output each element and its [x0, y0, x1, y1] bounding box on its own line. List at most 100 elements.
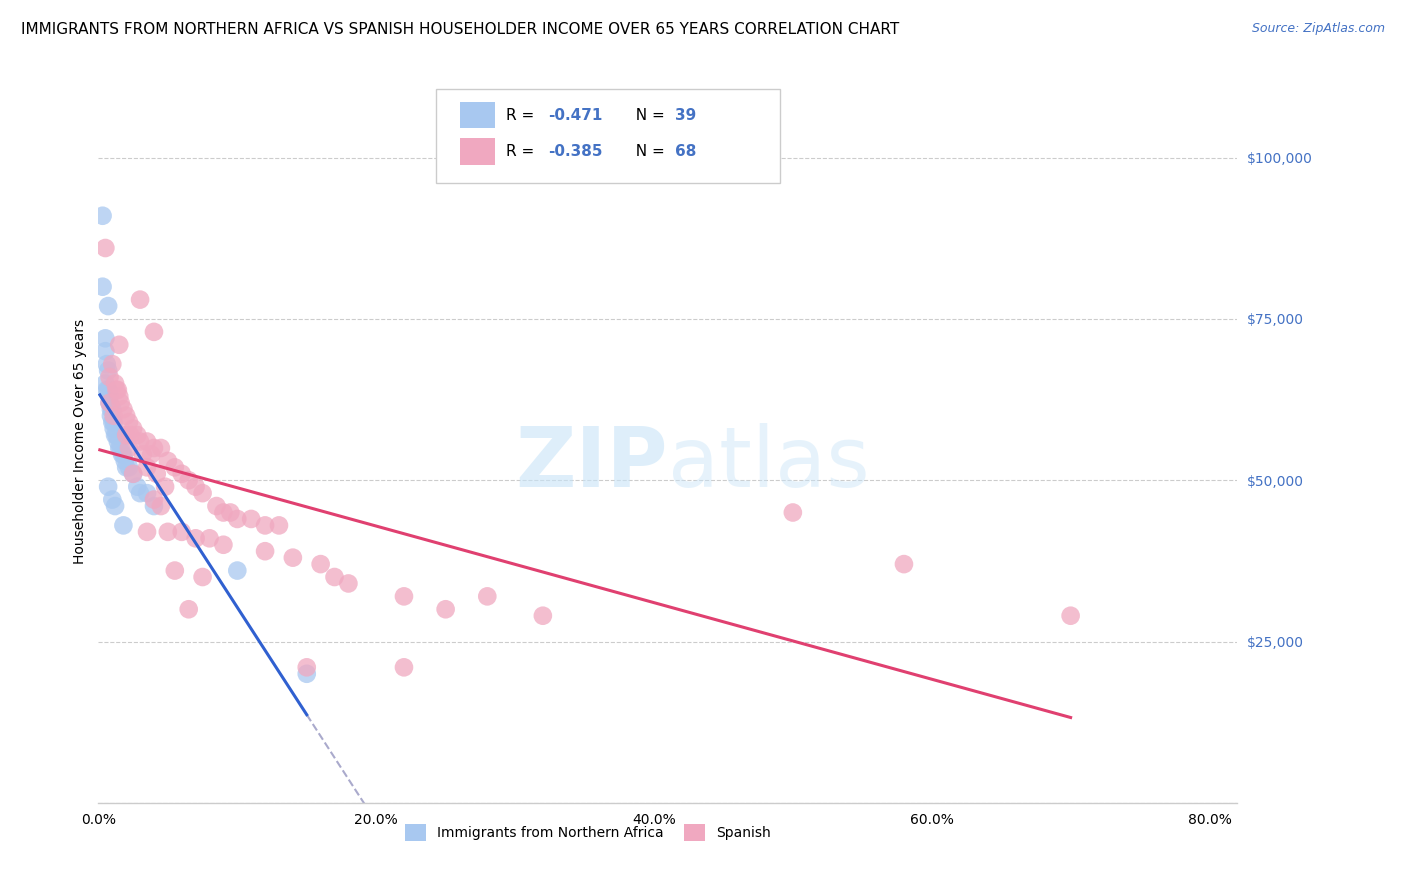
Point — [101, 492, 124, 507]
Point — [143, 441, 166, 455]
Point — [91, 279, 114, 293]
Point — [118, 460, 141, 475]
Text: -0.471: -0.471 — [548, 108, 603, 122]
Point — [108, 389, 131, 403]
Point — [309, 557, 332, 571]
Point — [108, 338, 131, 352]
Point — [136, 460, 159, 475]
Point — [103, 422, 125, 436]
Y-axis label: Householder Income Over 65 years: Householder Income Over 65 years — [73, 319, 87, 564]
Point — [129, 293, 152, 307]
Point — [191, 570, 214, 584]
Point — [392, 660, 415, 674]
Point — [170, 524, 193, 539]
Point — [96, 357, 118, 371]
Point — [226, 564, 249, 578]
Point — [115, 460, 138, 475]
Point — [1059, 608, 1081, 623]
Point — [177, 602, 200, 616]
Legend: Immigrants from Northern Africa, Spanish: Immigrants from Northern Africa, Spanish — [399, 818, 776, 847]
Point — [132, 447, 155, 461]
Point — [143, 492, 166, 507]
Point — [219, 506, 242, 520]
Point — [170, 467, 193, 481]
Point — [97, 299, 120, 313]
Point — [91, 209, 114, 223]
Point — [149, 499, 172, 513]
Point — [129, 486, 152, 500]
Text: R =: R = — [506, 108, 540, 122]
Point — [98, 370, 121, 384]
Point — [111, 447, 134, 461]
Point — [97, 363, 120, 377]
Point — [107, 383, 129, 397]
Point — [893, 557, 915, 571]
Point — [531, 608, 554, 623]
Point — [163, 564, 186, 578]
Point — [392, 590, 415, 604]
Point — [114, 454, 136, 468]
Point — [96, 383, 118, 397]
Point — [143, 499, 166, 513]
Text: IMMIGRANTS FROM NORTHERN AFRICA VS SPANISH HOUSEHOLDER INCOME OVER 65 YEARS CORR: IMMIGRANTS FROM NORTHERN AFRICA VS SPANI… — [21, 22, 900, 37]
Point — [127, 480, 149, 494]
Point — [267, 518, 290, 533]
Text: N =: N = — [626, 145, 669, 159]
Point — [254, 544, 277, 558]
Point — [110, 396, 132, 410]
Text: ZIP: ZIP — [516, 423, 668, 504]
Point — [101, 415, 124, 429]
Point — [163, 460, 186, 475]
Point — [108, 441, 131, 455]
Point — [94, 331, 117, 345]
Point — [434, 602, 457, 616]
Point — [129, 434, 152, 449]
Text: N =: N = — [626, 108, 669, 122]
Point — [107, 434, 129, 449]
Point — [212, 506, 235, 520]
Point — [212, 538, 235, 552]
Point — [191, 486, 214, 500]
Point — [149, 441, 172, 455]
Point — [141, 447, 163, 461]
Point — [118, 415, 141, 429]
Point — [240, 512, 263, 526]
Point — [337, 576, 360, 591]
Point — [156, 454, 179, 468]
Point — [98, 389, 121, 403]
Point — [295, 660, 318, 674]
Point — [122, 467, 145, 481]
Text: 39: 39 — [675, 108, 696, 122]
Point — [177, 473, 200, 487]
Point — [122, 467, 145, 481]
Point — [94, 376, 117, 391]
Point — [136, 524, 159, 539]
Point — [103, 415, 125, 429]
Point — [112, 402, 135, 417]
Point — [104, 376, 127, 391]
Text: -0.385: -0.385 — [548, 145, 603, 159]
Point — [101, 402, 124, 417]
Point — [112, 447, 135, 461]
Point — [281, 550, 304, 565]
Point — [226, 512, 249, 526]
Point — [136, 486, 159, 500]
Point — [104, 428, 127, 442]
Point — [98, 396, 121, 410]
Point — [205, 499, 228, 513]
Text: 68: 68 — [675, 145, 696, 159]
Text: Source: ZipAtlas.com: Source: ZipAtlas.com — [1251, 22, 1385, 36]
Point — [118, 441, 141, 455]
Point — [120, 428, 142, 442]
Point — [105, 383, 128, 397]
Point — [110, 441, 132, 455]
Point — [97, 480, 120, 494]
Point — [198, 531, 221, 545]
Point — [94, 344, 117, 359]
Point — [184, 531, 207, 545]
Point — [105, 428, 128, 442]
Point — [143, 325, 166, 339]
Text: R =: R = — [506, 145, 540, 159]
Point — [98, 396, 121, 410]
Text: atlas: atlas — [668, 423, 869, 504]
